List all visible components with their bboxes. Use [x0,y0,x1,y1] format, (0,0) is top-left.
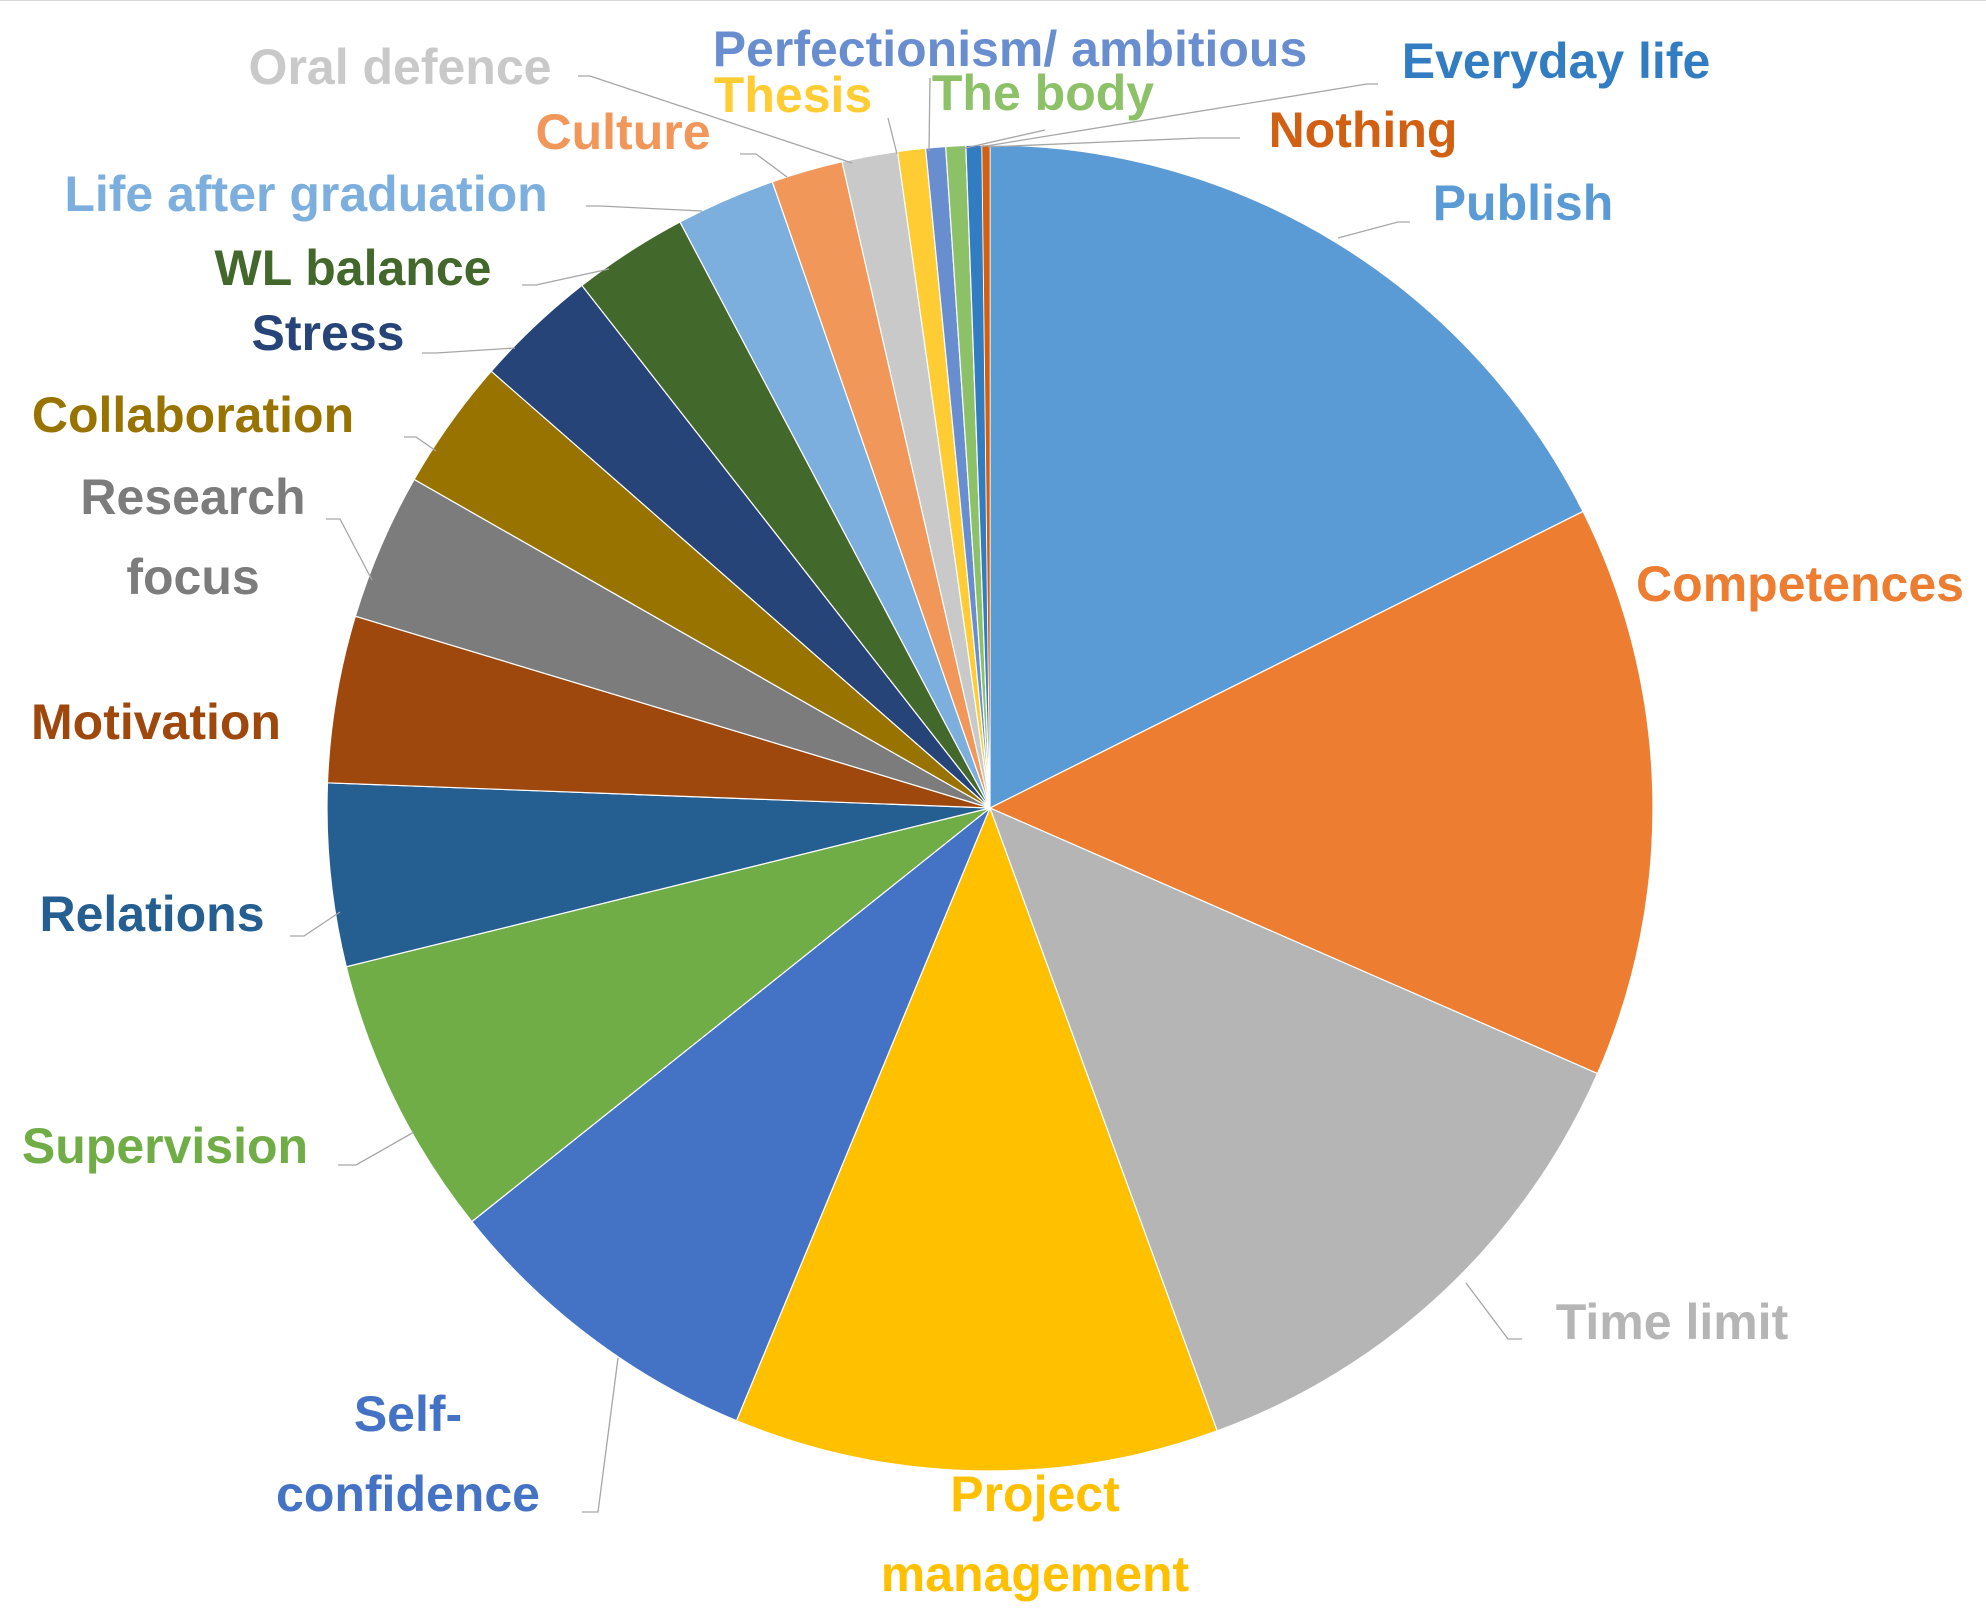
slice-label-self-confidence: Self-confidence [276,1386,540,1522]
slice-time-limit [988,806,1599,1432]
leader-line-nothing [987,137,1240,148]
leader-line-publish [1337,221,1410,239]
leader-line-self-confidence [582,1357,619,1513]
slice-label-supervision: Supervision [22,1118,308,1174]
pie-slices [326,144,1654,1472]
leader-line-collaboration [404,436,437,452]
leader-line-the-body [960,129,1046,150]
slice-label-everyday-life: Everyday life [1402,33,1711,89]
slice-project-management [735,806,1218,1472]
slice-label-nothing: Nothing [1269,102,1458,158]
slice-label-stress: Stress [252,305,405,361]
slice-label-publish: Publish [1433,175,1614,231]
slice-self-confidence [470,807,991,1422]
slice-label-wl-balance: WL balance [215,240,492,296]
leader-line-time-limit [1465,1282,1522,1340]
leader-line-research-focus [326,518,373,581]
slice-label-perfectionism-ambitious: Perfectionism/ ambitious [713,21,1308,77]
leader-line-wl-balance [522,268,610,286]
slice-relations [326,782,991,968]
leader-line-life-after-graduation [586,205,703,212]
leader-line-relations [290,911,341,937]
slice-label-project-management: Project management [881,1466,1190,1602]
slice-labels: Publish Competences Time limit Project manag… [22,21,1964,1602]
slice-label-culture: Culture [536,104,711,160]
leader-line-perfectionism-ambitious [928,77,931,152]
leader-line-culture [740,153,788,178]
slice-label-time-limit: Time limit [1556,1294,1789,1350]
slice-publish [989,144,1584,809]
slice-label-research-focus: Research focus [80,469,305,605]
slice-label-competences: Competences [1636,556,1964,612]
leader-line-stress [422,347,516,354]
slice-label-collaboration: Collaboration [32,387,354,443]
slice-label-thesis: Thesis [714,67,872,123]
leader-line-supervision [338,1131,415,1166]
slice-label-the-body: The body [932,65,1154,121]
slice-supervision [345,807,991,1223]
slice-label-relations: Relations [39,886,264,942]
leader-lines [290,75,1522,1513]
slice-label-life-after-graduation: Life after graduation [64,166,547,222]
slice-label-motivation: Motivation [31,694,281,750]
leader-line-everyday-life [979,83,1378,148]
leader-line-thesis [887,117,898,155]
top-border [0,0,1986,1]
slice-competences [988,510,1654,1075]
leader-line-oral-defence [578,75,853,164]
slice-label-oral-defence: Oral defence [249,39,552,95]
